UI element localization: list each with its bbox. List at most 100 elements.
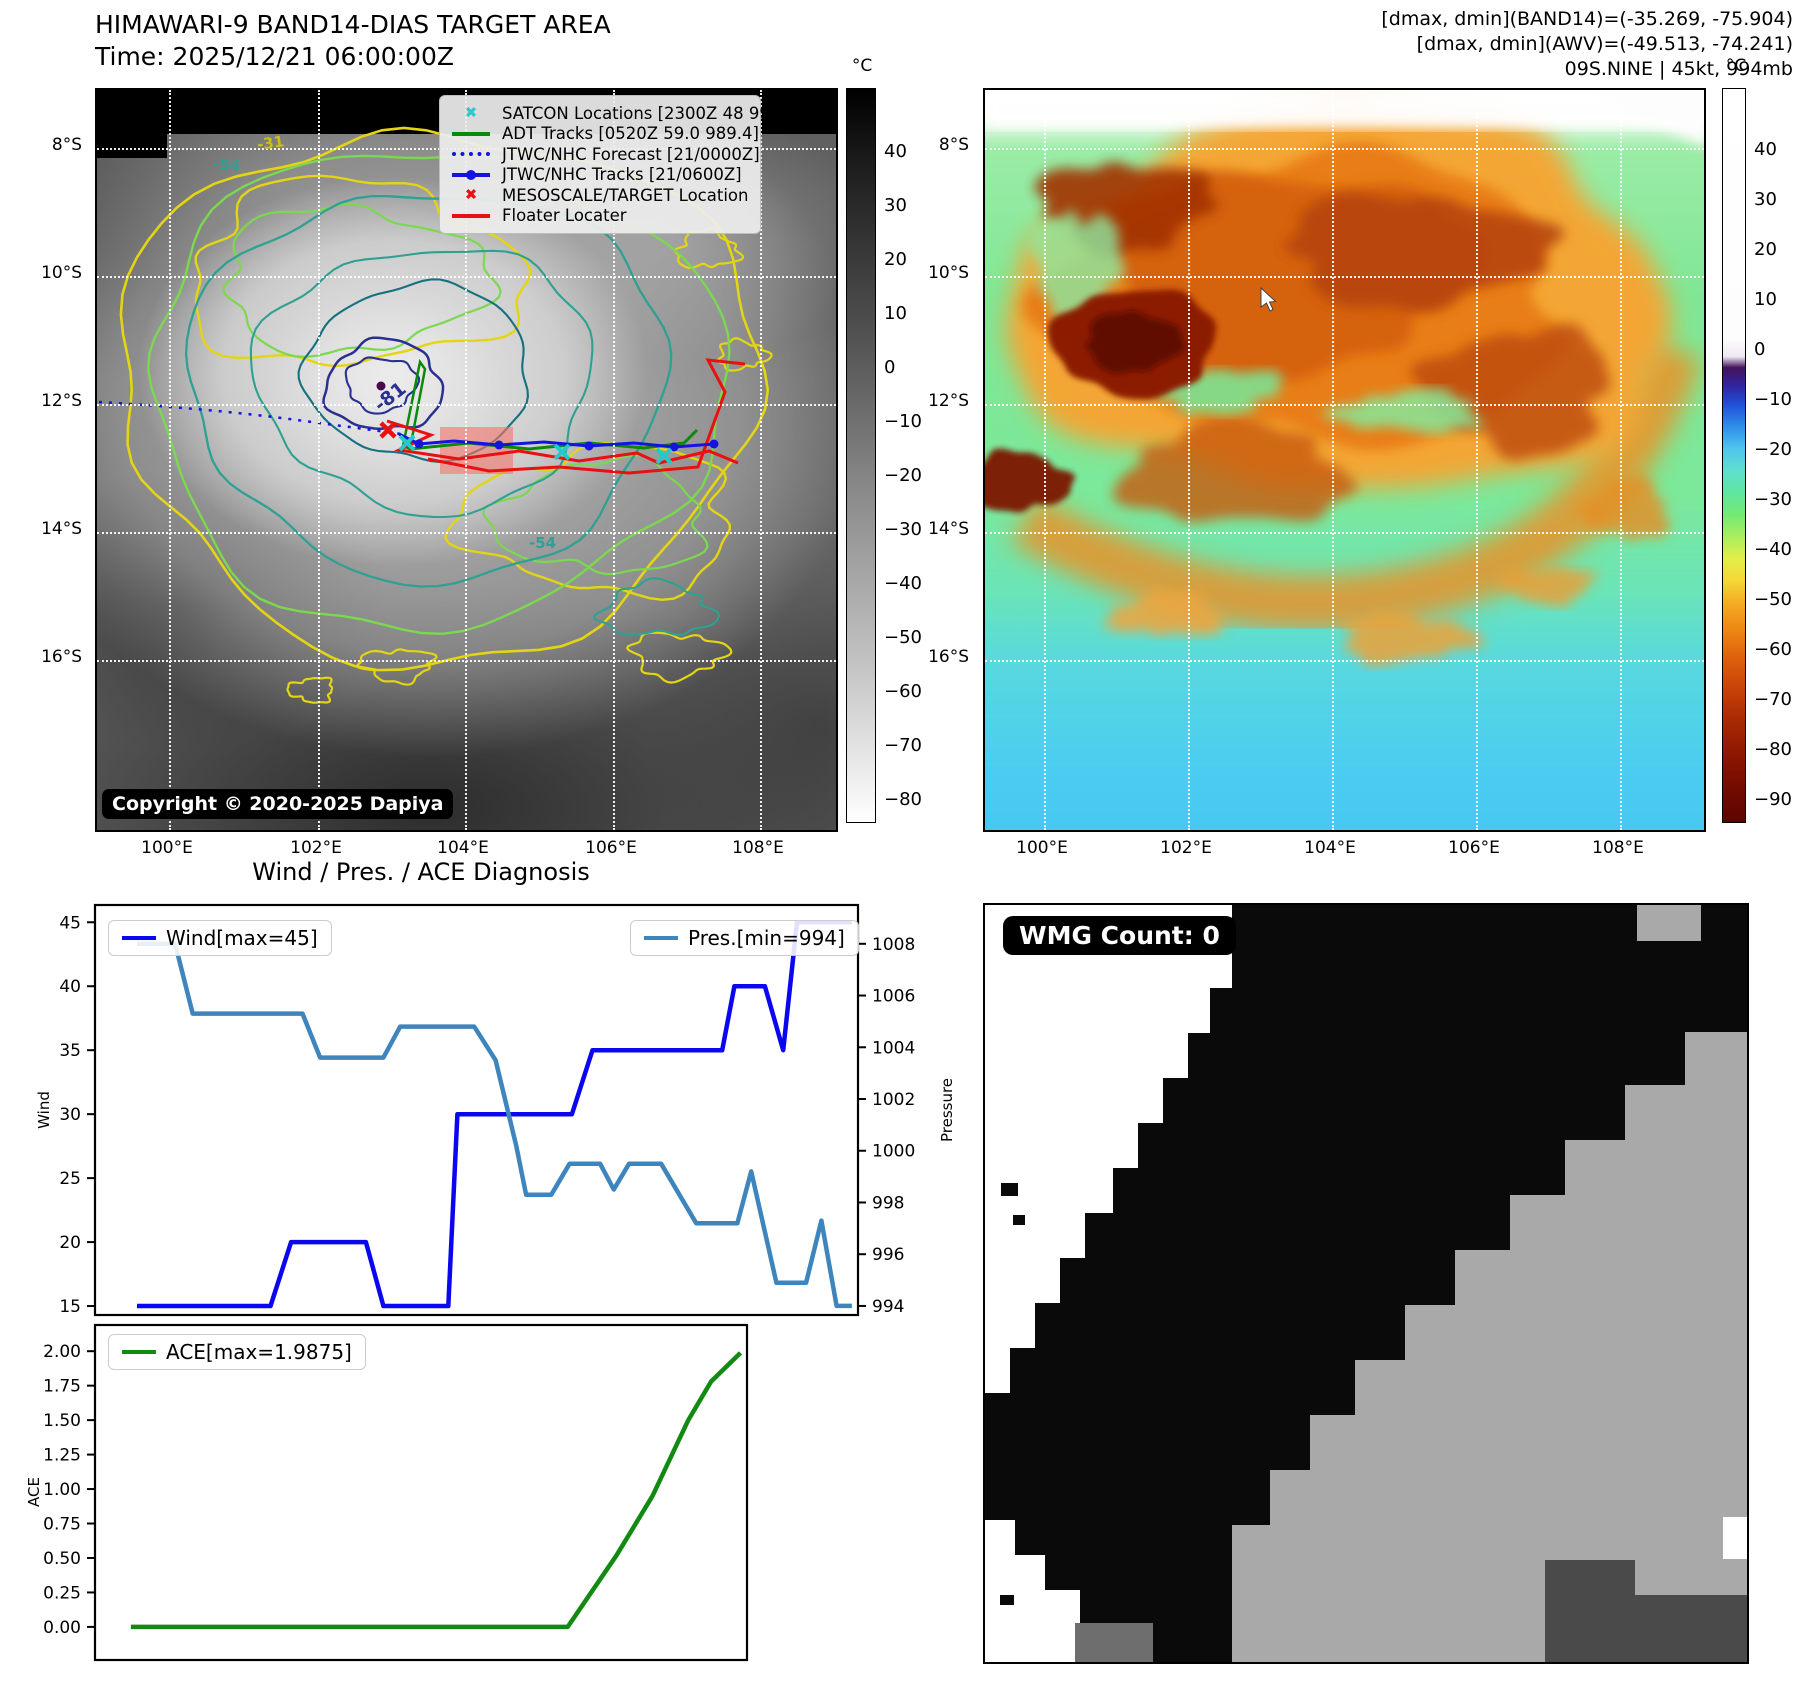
contour-label-minus31: -31 bbox=[255, 132, 286, 154]
axis-tick-label: 0.25 bbox=[43, 1583, 81, 1603]
data-series-line bbox=[137, 920, 852, 1309]
lat-tick-label: 12°S bbox=[928, 391, 969, 411]
axis-tick-label: 20 bbox=[59, 1233, 81, 1253]
legend-item: JTWC/NHC Tracks [21/0600Z] bbox=[450, 165, 750, 186]
axis-tick-label: 996 bbox=[872, 1245, 904, 1265]
axis-tick-label: 1002 bbox=[872, 1090, 915, 1110]
wmg-black-tooth bbox=[1500, 941, 1548, 987]
band14-colorbar bbox=[846, 88, 876, 823]
colorbar-tick-label: −20 bbox=[884, 465, 922, 486]
lat-tick-label: 14°S bbox=[41, 519, 82, 539]
legend-item: SATCON Locations [2300Z 48 991] bbox=[450, 103, 787, 124]
line-dot-marker-icon bbox=[450, 166, 492, 183]
band14-colorbar-unit: °C bbox=[851, 56, 873, 76]
wmg-speck-3 bbox=[1000, 1595, 1014, 1605]
storm-cloud-blob bbox=[1322, 388, 1485, 435]
storm-cloud-blob bbox=[1341, 611, 1485, 667]
wind-legend-label: Wind[max=45] bbox=[166, 926, 318, 950]
colorbar-tick-label: 10 bbox=[1754, 289, 1777, 310]
plot-border bbox=[93, 903, 860, 1317]
ir-contour bbox=[249, 249, 594, 519]
jtwc-track-point bbox=[494, 440, 504, 450]
axis-tick-label: 25 bbox=[59, 1169, 81, 1189]
band14-time: Time: 2025/12/21 06:00:00Z bbox=[95, 42, 454, 71]
ace-legend-swatch bbox=[122, 1349, 156, 1355]
jtwc-track-point bbox=[709, 439, 719, 449]
storm-id-intensity: 09S.NINE | 45kt, 994mb bbox=[1564, 58, 1793, 80]
awv-lon-labels: 100°E 102°E 104°E 106°E 108°E bbox=[983, 838, 1706, 862]
wind-pressure-chart: 15 20 25 30 35 40 45 994 996 998 1000 1002 1004 1006 1… bbox=[59, 903, 915, 1317]
pressure-legend-swatch bbox=[644, 935, 678, 941]
axis-tick-label: 1.00 bbox=[43, 1480, 81, 1500]
axis-tick-label: 1000 bbox=[872, 1142, 915, 1162]
colorbar-tick-label: 20 bbox=[884, 249, 907, 270]
lon-tick-label: 102°E bbox=[1160, 838, 1212, 858]
jtwc-track-point bbox=[669, 442, 679, 452]
legend-item: JTWC/NHC Forecast [21/0000Z] bbox=[450, 144, 760, 165]
dmax-dmin-awv: [dmax, dmin](AWV)=(-49.513, -74.241) bbox=[1416, 33, 1793, 55]
contour-minimum-dot bbox=[376, 381, 386, 391]
colorbar-tick-label: −10 bbox=[1754, 389, 1792, 410]
lon-tick-label: 108°E bbox=[732, 838, 784, 858]
x-marker-icon bbox=[450, 105, 492, 122]
ir-contour bbox=[344, 356, 421, 415]
jtwc-track-point bbox=[584, 441, 594, 451]
legend-item: MESOSCALE/TARGET Location bbox=[450, 185, 750, 206]
awv-storm-imagery bbox=[985, 90, 1704, 667]
jtwc-forecast-track bbox=[98, 400, 402, 436]
lon-tick-label: 106°E bbox=[1448, 838, 1500, 858]
lon-tick-label: 100°E bbox=[141, 838, 193, 858]
band14-title: HIMAWARI-9 BAND14-DIAS TARGET AREA bbox=[95, 10, 611, 39]
diagnosis-title: Wind / Pres. / ACE Diagnosis bbox=[252, 858, 590, 886]
mesoscale-target-marker bbox=[379, 421, 397, 439]
colorbar-tick-label: −80 bbox=[1754, 739, 1792, 760]
lon-tick-label: 102°E bbox=[290, 838, 342, 858]
wmg-darkgray-patch bbox=[1075, 1623, 1153, 1662]
ace-legend: ACE[max=1.9875] bbox=[108, 1334, 366, 1370]
axis-tick-label: 1008 bbox=[872, 935, 915, 955]
line-marker-icon bbox=[450, 207, 492, 224]
colorbar-tick-label: −70 bbox=[884, 735, 922, 756]
axis-tick-label: 40 bbox=[59, 977, 81, 997]
legend-item: Floater Locater bbox=[450, 206, 750, 227]
storm-cloud-blob bbox=[1113, 417, 1358, 523]
awv-satellite-map bbox=[983, 88, 1706, 832]
adt-track-loop bbox=[401, 358, 427, 451]
ir-contour bbox=[625, 631, 733, 684]
wind-legend-swatch bbox=[122, 935, 156, 941]
colorbar-tick-label: −70 bbox=[1754, 689, 1792, 710]
ir-contour bbox=[482, 454, 709, 576]
axis-tick-label: 45 bbox=[59, 913, 81, 933]
data-series-line bbox=[137, 941, 852, 1309]
band14-legend: SATCON Locations [2300Z 48 991]ADT Track… bbox=[439, 95, 787, 234]
wmg-darkgray-corner bbox=[1545, 1560, 1747, 1662]
band14-lon-labels: 100°E 102°E 104°E 106°E 108°E bbox=[95, 838, 838, 862]
axis-tick-label: 15 bbox=[59, 1297, 81, 1317]
colorbar-tick-label: −10 bbox=[884, 411, 922, 432]
axis-tick-label: 1006 bbox=[872, 987, 915, 1007]
jtwc-track-point bbox=[414, 439, 424, 449]
satcon-location-marker bbox=[655, 447, 673, 465]
colorbar-tick-label: 0 bbox=[1754, 339, 1766, 360]
wmg-black-tooth-2 bbox=[1585, 1032, 1625, 1074]
awv-lat-labels: 8°S 10°S 12°S 14°S 16°S bbox=[893, 88, 975, 832]
wmg-speck-1 bbox=[1001, 1183, 1018, 1196]
plot-border bbox=[93, 1323, 749, 1662]
legend-item: ADT Tracks [0520Z 59.0 989.4] bbox=[450, 124, 759, 145]
ace-chart: 0.00 0.25 0.50 0.75 1.00 1.25 1.50 1.75 2.00 bbox=[43, 1323, 749, 1662]
colorbar-tick-label: 20 bbox=[1754, 239, 1777, 260]
lat-tick-label: 16°S bbox=[41, 647, 82, 667]
storm-cloud-blob bbox=[1577, 474, 1670, 541]
jtwc-best-track bbox=[398, 432, 715, 449]
lon-tick-label: 106°E bbox=[585, 838, 637, 858]
storm-cloud-blob bbox=[985, 448, 1075, 513]
wmg-black-region bbox=[985, 905, 1747, 1662]
wmg-silver-region bbox=[1232, 1032, 1747, 1662]
wmg-speck-2 bbox=[1013, 1215, 1025, 1225]
colorbar-tick-label: −60 bbox=[1754, 639, 1792, 660]
lat-tick-label: 10°S bbox=[41, 263, 82, 283]
lon-tick-label: 108°E bbox=[1592, 838, 1644, 858]
colorbar-tick-label: −90 bbox=[1754, 789, 1792, 810]
ir-contour bbox=[222, 202, 502, 359]
lon-tick-label: 104°E bbox=[1304, 838, 1356, 858]
